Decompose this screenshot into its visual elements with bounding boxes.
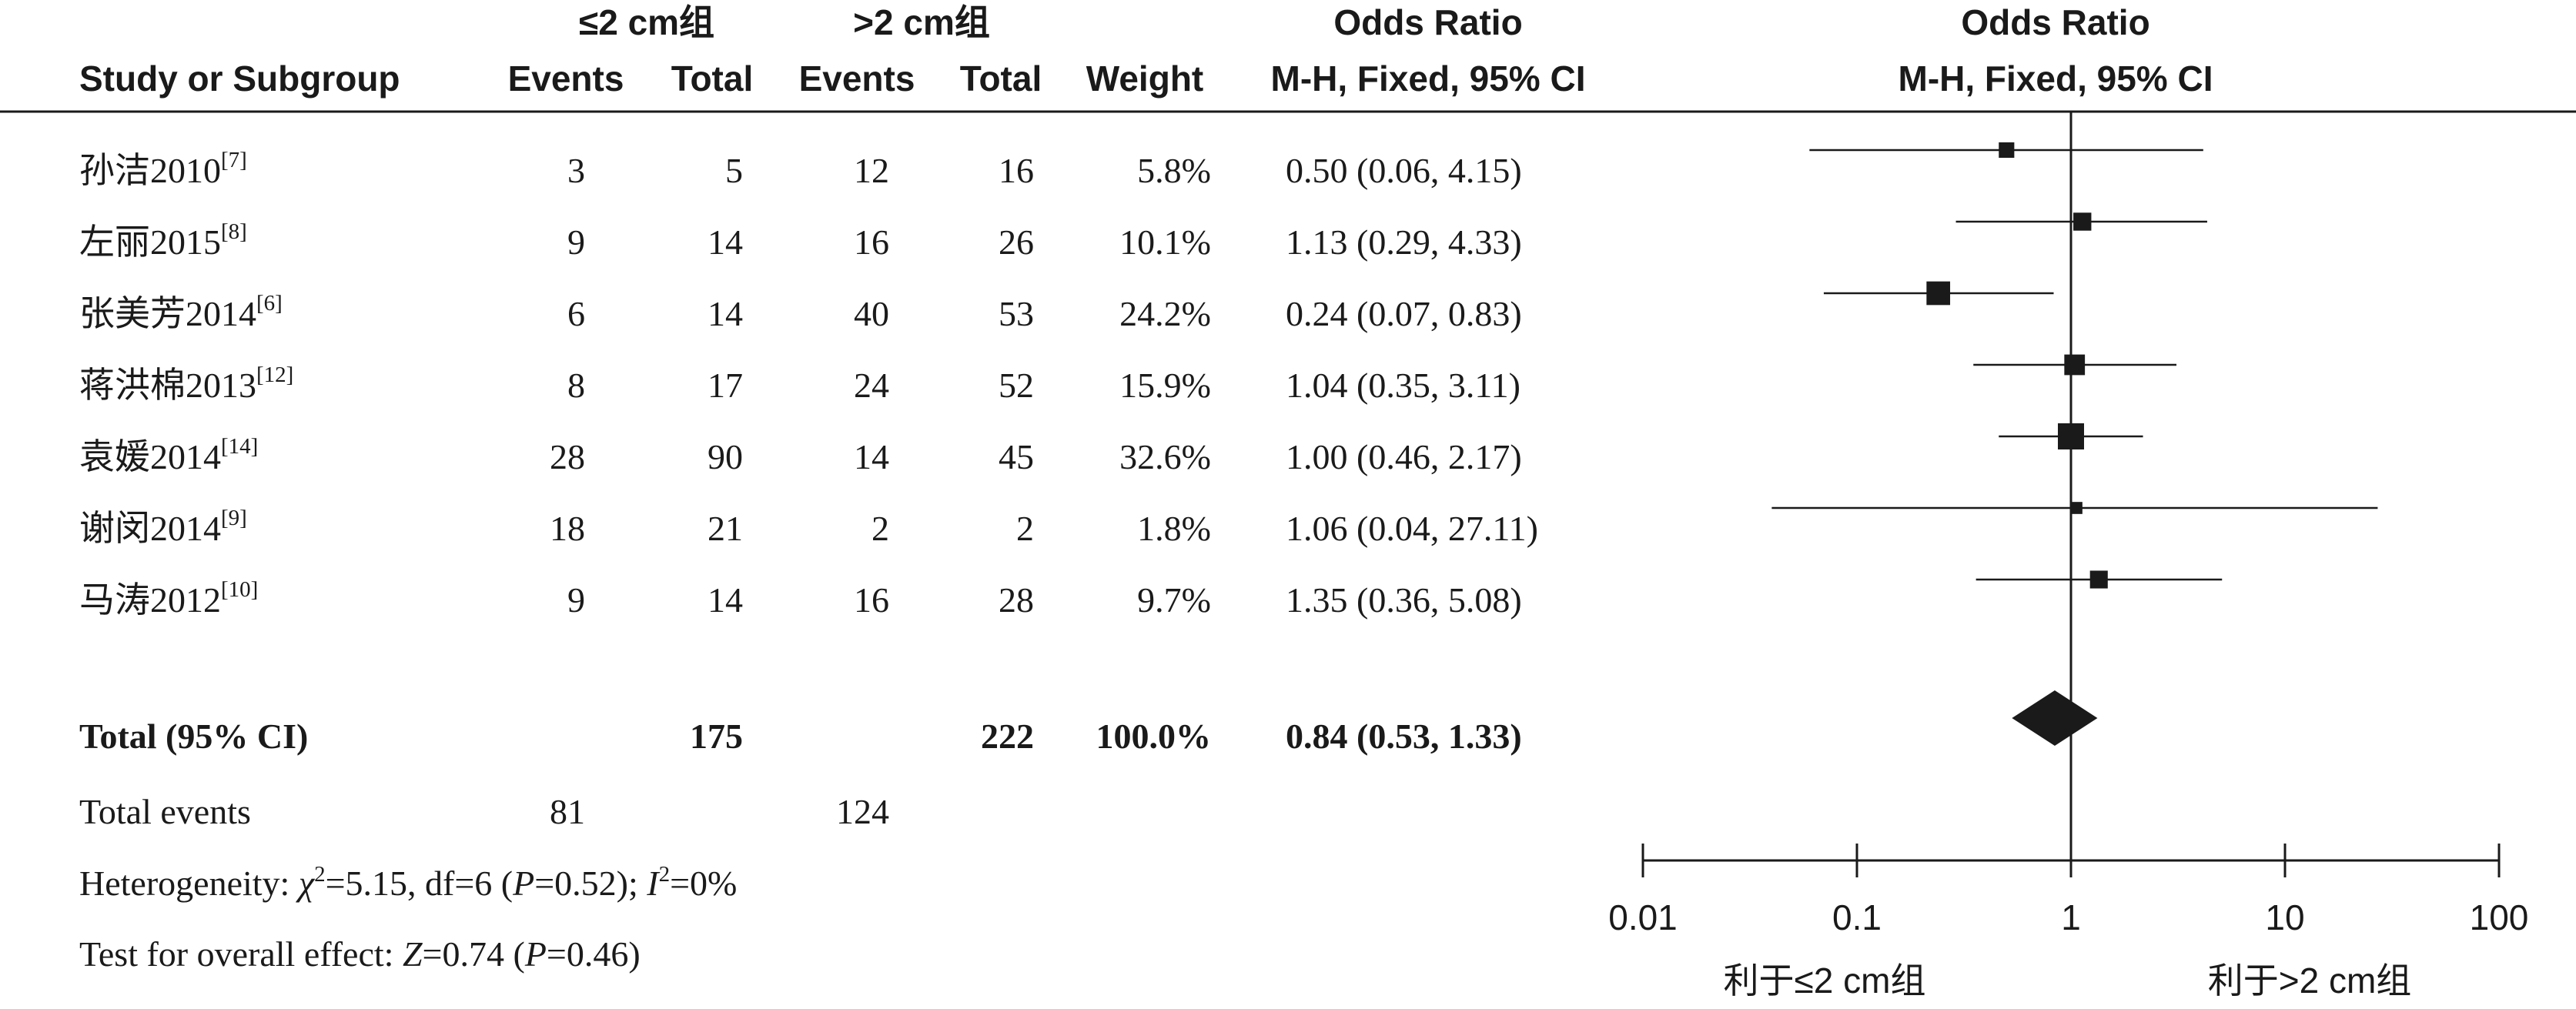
effect-square <box>2089 570 2108 589</box>
study-header: Study or Subgroup <box>79 58 400 99</box>
study-name: 马涛2012[10] <box>79 577 258 620</box>
forest-graphic: 0.01 0.1 1 10 100 利于≤2 cm组 利于>2 cm组 <box>1608 112 2528 1001</box>
plot-method-header: M-H, Fixed, 95% CI <box>1899 58 2213 99</box>
tick-label: 10 <box>2265 897 2304 937</box>
study-name: 袁媛2014[14] <box>79 434 258 476</box>
study-name: 蒋洪棉2013[12] <box>79 363 293 405</box>
events2-cell: 14 <box>854 437 889 476</box>
study-name: 谢闵2014[9] <box>79 506 247 548</box>
effect-square <box>1926 281 1951 306</box>
events2-header: Events <box>799 58 915 99</box>
total2-cell: 26 <box>999 222 1034 262</box>
total2-cell: 16 <box>999 151 1034 190</box>
effect-square <box>2058 423 2084 449</box>
events2-cell: 2 <box>871 509 889 548</box>
group1-header: ≤2 cm组 <box>579 2 714 42</box>
ci-cell: 1.04 (0.35, 3.11) <box>1286 366 1521 405</box>
total-events-e2: 124 <box>836 792 889 831</box>
events2-cell: 16 <box>854 222 889 262</box>
weight-header: Weight <box>1086 58 1203 99</box>
total1-cell: 14 <box>708 580 743 620</box>
heterogeneity-text: Heterogeneity: χ2=5.15, df=6 (P=0.52); I… <box>79 862 737 903</box>
events2-cell: 16 <box>854 580 889 620</box>
total2-header: Total <box>960 58 1042 99</box>
tick-label: 1 <box>2061 897 2081 937</box>
total1-cell: 21 <box>708 509 743 548</box>
total-label: Total (95% CI) <box>79 717 308 756</box>
events1-cell: 28 <box>550 437 585 476</box>
study-name: 左丽2015[8] <box>79 219 247 262</box>
effect-square <box>1999 142 2015 159</box>
total-t2: 222 <box>981 717 1034 756</box>
overall-effect-text: Test for overall effect: Z=0.74 (P=0.46) <box>79 934 641 974</box>
events1-cell: 18 <box>550 509 585 548</box>
total1-cell: 14 <box>708 294 743 333</box>
weight-cell: 9.7% <box>1137 580 1211 620</box>
events2-cell: 12 <box>854 151 889 190</box>
events1-cell: 9 <box>567 222 585 262</box>
ci-cell: 1.13 (0.29, 4.33) <box>1286 222 1522 262</box>
total1-cell: 90 <box>708 437 743 476</box>
ci-cell: 0.50 (0.06, 4.15) <box>1286 151 1522 190</box>
ci-cell: 1.35 (0.36, 5.08) <box>1286 580 1522 620</box>
weight-cell: 15.9% <box>1119 366 1211 405</box>
tick-label: 100 <box>2470 897 2529 937</box>
total-ci: 0.84 (0.53, 1.33) <box>1286 717 1522 756</box>
study-name: 孙洁2010[7] <box>79 148 247 190</box>
total1-cell: 5 <box>725 151 743 190</box>
events2-cell: 24 <box>854 366 889 405</box>
weight-cell: 10.1% <box>1119 222 1211 262</box>
ci-cell: 0.24 (0.07, 0.83) <box>1286 294 1522 333</box>
total-weight: 100.0% <box>1096 717 1212 756</box>
tick-label: 0.01 <box>1608 897 1678 937</box>
favours-left-label: 利于≤2 cm组 <box>1724 961 1926 1001</box>
total1-header: Total <box>671 58 753 99</box>
total2-cell: 45 <box>999 437 1034 476</box>
favours-right-label: 利于>2 cm组 <box>2208 961 2412 1001</box>
events1-cell: 9 <box>567 580 585 620</box>
effect-square <box>2070 502 2083 514</box>
effect-square <box>2073 212 2092 231</box>
or-method-header: M-H, Fixed, 95% CI <box>1271 58 1586 99</box>
events1-header: Events <box>508 58 624 99</box>
weight-cell: 32.6% <box>1119 437 1211 476</box>
weight-cell: 24.2% <box>1119 294 1211 333</box>
study-name: 张美芳2014[6] <box>79 291 283 333</box>
total-t1: 175 <box>690 717 743 756</box>
total2-cell: 53 <box>999 294 1034 333</box>
total2-cell: 2 <box>1016 509 1034 548</box>
group2-header: >2 cm组 <box>853 2 990 42</box>
ci-cell: 1.06 (0.04, 27.11) <box>1286 509 1538 548</box>
events1-cell: 6 <box>567 294 585 333</box>
weight-cell: 5.8% <box>1137 151 1211 190</box>
plot-title-header: Odds Ratio <box>1961 2 2149 42</box>
weight-cell: 1.8% <box>1137 509 1211 548</box>
total2-cell: 28 <box>999 580 1034 620</box>
or-title-header: Odds Ratio <box>1333 2 1522 42</box>
total-events-label: Total events <box>79 792 251 831</box>
total-events-e1: 81 <box>550 792 585 831</box>
tick-label: 0.1 <box>1832 897 1882 937</box>
total1-cell: 14 <box>708 222 743 262</box>
events1-cell: 8 <box>567 366 585 405</box>
ci-cell: 1.00 (0.46, 2.17) <box>1286 437 1522 476</box>
pooled-diamond <box>2012 690 2098 746</box>
effect-square <box>2064 354 2086 376</box>
study-rows: 孙洁2010[7] 3 5 12 16 5.8% 0.50 (0.06, 4.15) 左丽20… <box>79 148 1538 620</box>
events1-cell: 3 <box>567 151 585 190</box>
events2-cell: 40 <box>854 294 889 333</box>
total2-cell: 52 <box>999 366 1034 405</box>
total1-cell: 17 <box>708 366 743 405</box>
